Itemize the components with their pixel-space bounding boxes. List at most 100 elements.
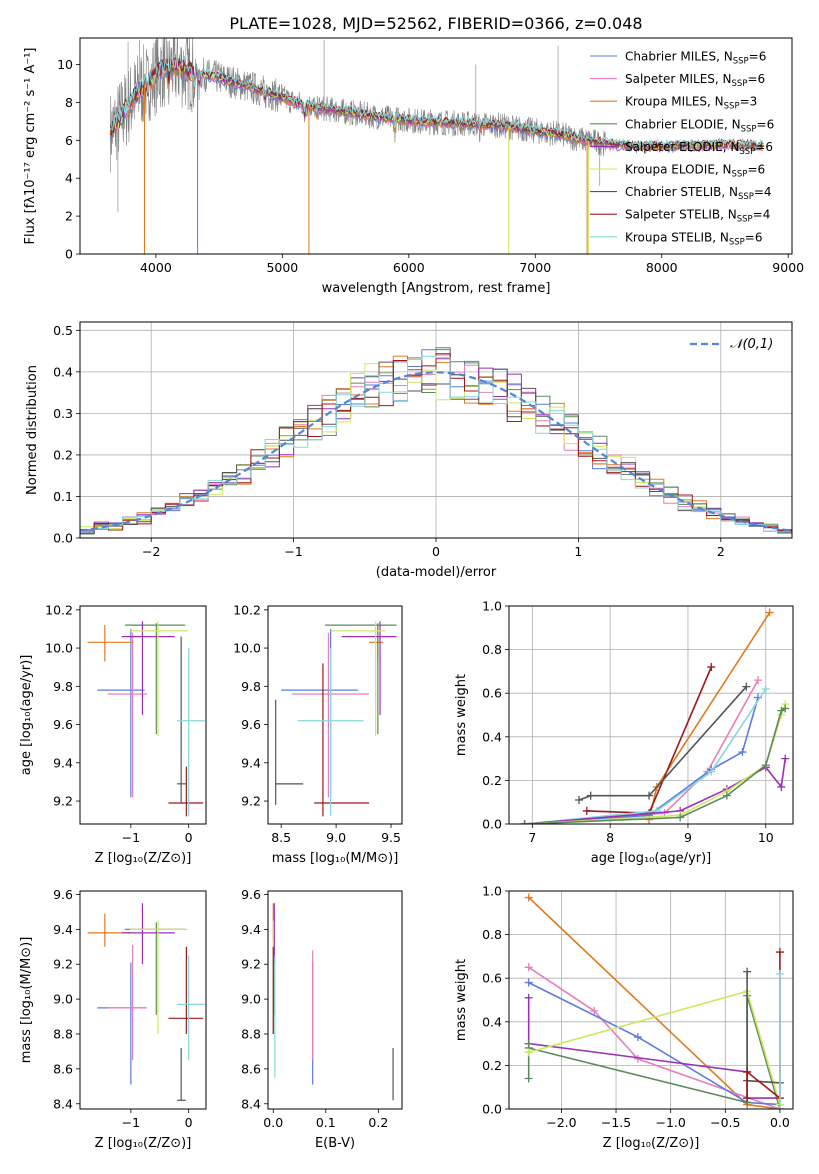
y-tick-label: 10.2 [45,602,73,617]
weight-point-salpeter_elodie [777,782,786,791]
legend-sub: SSP [737,215,753,225]
weight-point-kroupa_stelib [775,1105,784,1109]
y-tick-label: 9.6 [241,717,261,732]
residual-hist-chabrier_stelib [80,361,792,534]
legend-tail: =4 [754,185,772,199]
weight-point-salpeter_miles [590,1006,599,1015]
y-tick-label: 0.6 [482,971,502,986]
panel-weight_vs_Z: −2.0 −1.5 −1.0 −0.5 0.0 0.0 0.2 0.4 0.6 0.8 1.0 Z [… [454,884,794,1151]
y-tick-label: 9.0 [241,992,261,1007]
x-tick-label: 0.0 [263,1115,283,1130]
x-tick-label: −2 [142,544,160,559]
ticks: 0.0 0.1 0.2 8.4 8.6 8.8 9.0 9.2 9.4 9.6 [241,887,388,1130]
plot-area [275,621,397,817]
panel-residuals: −2 −1 0 1 2 0.0 0.1 0.2 0.3 0.4 0.5 (data-model)/er… [25,321,793,580]
y-tick-label: 0.2 [482,1058,502,1073]
y-tick-label: 8 [65,95,73,110]
legend-entry-kroupa_elodie: Kroupa ELODIE, NSSP=6 [625,163,765,180]
x-tick-label: 1 [574,544,582,559]
x-tick-label: 4000 [140,260,172,275]
y-tick-label: 0.2 [482,773,502,788]
panel-age_vs_mass: 8.5 9.0 9.5 9.2 9.4 9.6 9.8 10.0 10.2 mass [log₁₀… [233,602,403,866]
x-tick-label: 8.5 [271,830,291,845]
legend-sub: SSP [732,170,748,180]
x-tick-label: 9000 [772,260,804,275]
weight-line-salpeter_miles [528,966,781,1109]
weight-point-salpeter_stelib [707,663,716,672]
x-tick-label: −2.0 [546,1115,576,1130]
x-tick-label: −1.5 [601,1115,631,1130]
y-tick-label: 9.2 [53,957,73,972]
weight-line-salpeter_miles [524,679,759,824]
panel-weight_vs_age: 7 8 9 10 0.0 0.2 0.4 0.6 0.8 1.0 age [log₁₀(age/yr… [454,599,794,866]
x-tick-label: 2 [717,544,725,559]
weight-point-kroupa_stelib [707,767,716,776]
ticks: 4000 5000 6000 7000 8000 9000 0 2 4 6 8 10 [57,57,804,275]
y-tick-label: 9.4 [53,922,73,937]
normal-distribution-line [80,371,792,532]
weight-point-salpeter_stelib [582,806,591,815]
y-tick-label: 0.8 [482,642,502,657]
weight-point-chabrier_miles [738,748,747,757]
weight-point-chabrier_elodie [722,791,731,800]
weight-point-salpeter_miles [524,963,533,972]
legend-label: Kroupa STELIB, N [625,230,729,244]
weight-point-salpeter_elodie [524,993,533,1002]
y-tick-label: 9.2 [241,957,261,972]
plot-area [87,621,205,817]
axes-frame [79,605,207,825]
plot-area [80,347,792,535]
axes-frame [267,605,403,825]
y-tick-label: 10.0 [45,641,73,656]
panel-mass_vs_ebv: 0.0 0.1 0.2 8.4 8.6 8.8 9.0 9.2 9.4 9.6 E(B-V) [241,887,403,1151]
y-tick-label: 9.8 [53,679,73,694]
weight-point-chabrier_stelib [575,796,584,805]
x-tick-label: −1 [284,544,302,559]
x-tick-label: 0 [432,544,440,559]
y-tick-label: 4 [65,171,73,186]
weight-point-chabrier_miles [524,978,533,987]
x-axis-label: wavelength [Angstrom, rest frame] [322,281,551,296]
legend-entry-chabrier_miles: Chabrier MILES, NSSP=6 [625,50,766,67]
x-axis-label: age [log₁₀(age/yr)] [591,851,712,866]
legend-label: Kroupa ELODIE, N [625,163,732,177]
weight-line-salpeter_stelib [586,666,713,814]
weight-line-chabrier_miles [528,981,780,1106]
weight-point-chabrier_stelib [742,682,751,691]
y-axis-label: Flux [fλ10⁻¹⁷ erg cm⁻² s⁻¹ A⁻¹] [23,48,38,245]
weight-point-chabrier_stelib [645,791,654,800]
axes-frame [508,605,794,825]
normal-legend-label: 𝒩(0,1) [730,337,773,352]
legend-entry-kroupa_miles: Kroupa MILES, NSSP=3 [625,95,757,112]
legend-label: Salpeter ELODIE, N [625,140,739,154]
legend-entry-salpeter_stelib: Salpeter STELIB, NSSP=4 [625,208,770,225]
y-axis-label: mass [log₁₀(M/M⊙)] [19,937,34,1064]
y-tick-label: 8.4 [241,1096,261,1111]
ticks: −1 0 9.2 9.4 9.6 9.8 10.0 10.2 [45,602,193,845]
spectrum-legend: Chabrier MILES, NSSP=6 Salpeter MILES, NS… [590,50,774,247]
legend-sub: SSP [733,57,749,67]
x-tick-label: 0 [185,1115,193,1130]
x-axis-label: Z [log₁₀(Z/Z⊙)] [95,1136,192,1151]
legend-entry-salpeter_miles: Salpeter MILES, NSSP=6 [625,72,765,89]
y-tick-label: 0.4 [53,364,73,379]
y-tick-label: 9.0 [53,992,73,1007]
weight-point-salpeter_elodie [781,754,790,763]
weight-line-kroupa_stelib [524,688,767,824]
weight-point-chabrier_stelib [743,967,752,976]
weight-line-salpeter_stelib [746,952,781,1100]
legend-tail: =4 [753,208,771,222]
y-tick-label: 9.6 [53,887,73,902]
legend-tail: =6 [755,140,773,154]
legend-sub: SSP [738,192,754,202]
y-axis-label: age [log₁₀(age/yr)] [19,655,34,776]
y-tick-label: 8.8 [241,1027,261,1042]
weight-point-salpeter_stelib [775,948,784,957]
x-tick-label: 9 [684,830,692,845]
y-tick-label: 9.8 [241,679,261,694]
y-tick-label: 0.1 [53,489,73,504]
weight-line-chabrier_miles [524,697,759,824]
x-axis-label: mass [log₁₀(M/M⊙)] [272,851,399,866]
x-tick-label: 7 [528,830,536,845]
legend-tail: =3 [740,95,758,109]
